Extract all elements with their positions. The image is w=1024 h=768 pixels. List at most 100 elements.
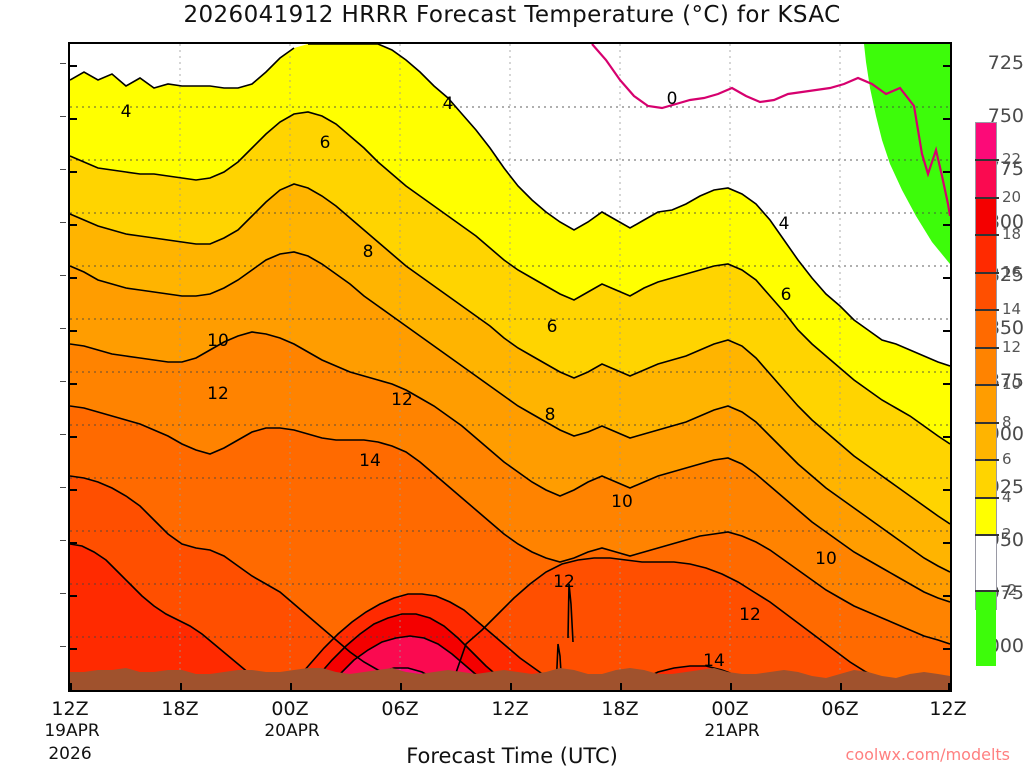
colorbar-tick (975, 309, 999, 311)
zero-isotherm (591, 44, 950, 217)
svg-text:12: 12 (739, 605, 761, 625)
x-tick-label: 00Z (711, 698, 749, 720)
contour-label: 12 (391, 390, 413, 410)
colorbar-label: 14 (1002, 300, 1022, 318)
contour-label-group: 4 4 4 6 6 6 8 8 10 10 10 12 12 12 12 14 … (121, 89, 837, 671)
contour-label: 10 (815, 549, 837, 569)
colorbar-label: 20 (1002, 188, 1022, 206)
x-tick-inner (510, 683, 512, 690)
colorbar-label: 2 (1002, 525, 1012, 543)
y-tick-inner-right (943, 436, 950, 438)
y-tick-inner-right (943, 542, 950, 544)
contour-label: 10 (611, 492, 633, 512)
x-tick-label: 18Z (161, 698, 199, 720)
y-tick-label: 725 (987, 52, 1024, 74)
colorbar-band (976, 460, 996, 498)
contour-label: 12 (553, 572, 575, 592)
contour-label: 6 (320, 133, 331, 153)
y-tick-mark (60, 169, 66, 170)
x-tick-inner (70, 683, 72, 690)
svg-text:6: 6 (320, 133, 331, 153)
svg-text:0: 0 (667, 89, 678, 109)
y-tick-inner (70, 118, 77, 120)
svg-text:8: 8 (545, 405, 556, 425)
colorbar-band (976, 348, 996, 386)
x-tick-label: 12Z (51, 698, 89, 720)
x-tick-label: 06Z (381, 698, 419, 720)
y-tick-inner-right (943, 224, 950, 226)
y-tick-mark (60, 540, 66, 541)
colorbar-label: 10 (1002, 375, 1022, 393)
colorbar-tick (975, 384, 999, 386)
colorbar-band (976, 423, 996, 461)
x-tick-label: 00Z (271, 698, 309, 720)
colorbar-label: 18 (1002, 225, 1022, 243)
colorbar-band (976, 160, 996, 198)
y-tick-mark (60, 116, 66, 117)
colorbar-label: 6 (1002, 450, 1012, 468)
x-tick-inner (620, 683, 622, 690)
y-tick-inner-right (943, 277, 950, 279)
contour-label: 6 (547, 317, 558, 337)
y-tick-inner-right (943, 648, 950, 650)
colorbar-label: 22 (1002, 150, 1022, 168)
colorbar-band (976, 273, 996, 311)
y-tick-mark (60, 63, 66, 64)
colorbar-label: -2 (1002, 581, 1017, 599)
colorbar-tick (975, 234, 999, 236)
colorbar-tick (975, 272, 999, 274)
svg-text:14: 14 (359, 451, 381, 471)
y-tick-inner (70, 595, 77, 597)
contour-label: 6 (781, 285, 792, 305)
y-tick-inner-right (943, 383, 950, 385)
contour-label: 12 (207, 384, 229, 404)
colorbar-band (976, 310, 996, 348)
colorbar-tick (975, 197, 999, 199)
colorbar-label: 4 (1002, 488, 1012, 506)
y-tick-inner (70, 436, 77, 438)
y-tick-inner (70, 489, 77, 491)
x-axis-title: Forecast Time (UTC) (406, 744, 618, 768)
colorbar-tick (975, 159, 999, 161)
x-tick-inner (730, 683, 732, 690)
colorbar-band (976, 385, 996, 423)
x-tick-inner (180, 683, 182, 690)
x-tick-inner (400, 683, 402, 690)
x-tick-date: 21APR (704, 721, 760, 741)
contour-label: 14 (359, 451, 381, 471)
x-tick-inner (290, 683, 292, 690)
y-tick-mark (60, 275, 66, 276)
svg-text:14: 14 (703, 651, 725, 671)
y-tick-mark (60, 434, 66, 435)
svg-text:12: 12 (553, 572, 575, 592)
y-tick-inner-right (943, 118, 950, 120)
contour-label: 14 (703, 651, 725, 671)
colorbar-band (976, 198, 996, 236)
y-tick-inner-right (943, 595, 950, 597)
colorbar-tick (975, 497, 999, 499)
contour-label: 0 (667, 89, 678, 109)
page-title: 2026041912 HRRR Forecast Temperature (°C… (0, 2, 1024, 28)
y-tick-mark (60, 487, 66, 488)
colorbar-band (976, 535, 996, 592)
colorbar-tick (975, 347, 999, 349)
colorbar-label: 8 (1002, 413, 1012, 431)
y-tick-inner-right (943, 489, 950, 491)
colorbar-band (976, 591, 996, 666)
colorbar-tick (975, 459, 999, 461)
contour-lines (70, 44, 950, 690)
x-tick-date: 20APR (264, 721, 320, 741)
y-tick-inner (70, 65, 77, 67)
band-14-mid (450, 558, 914, 690)
y-tick-inner-right (943, 171, 950, 173)
plot-area: 4 4 4 6 6 6 8 8 10 10 10 12 12 12 12 14 … (68, 42, 952, 692)
svg-text:8: 8 (363, 242, 374, 262)
band-16 (70, 544, 282, 690)
colorbar-band (976, 123, 996, 161)
colorbar-band (976, 235, 996, 273)
contour-label: 8 (545, 405, 556, 425)
x-tick-inner (840, 683, 842, 690)
x-tick-label: 06Z (821, 698, 859, 720)
y-tick-inner-right (943, 65, 950, 67)
svg-text:12: 12 (391, 390, 413, 410)
